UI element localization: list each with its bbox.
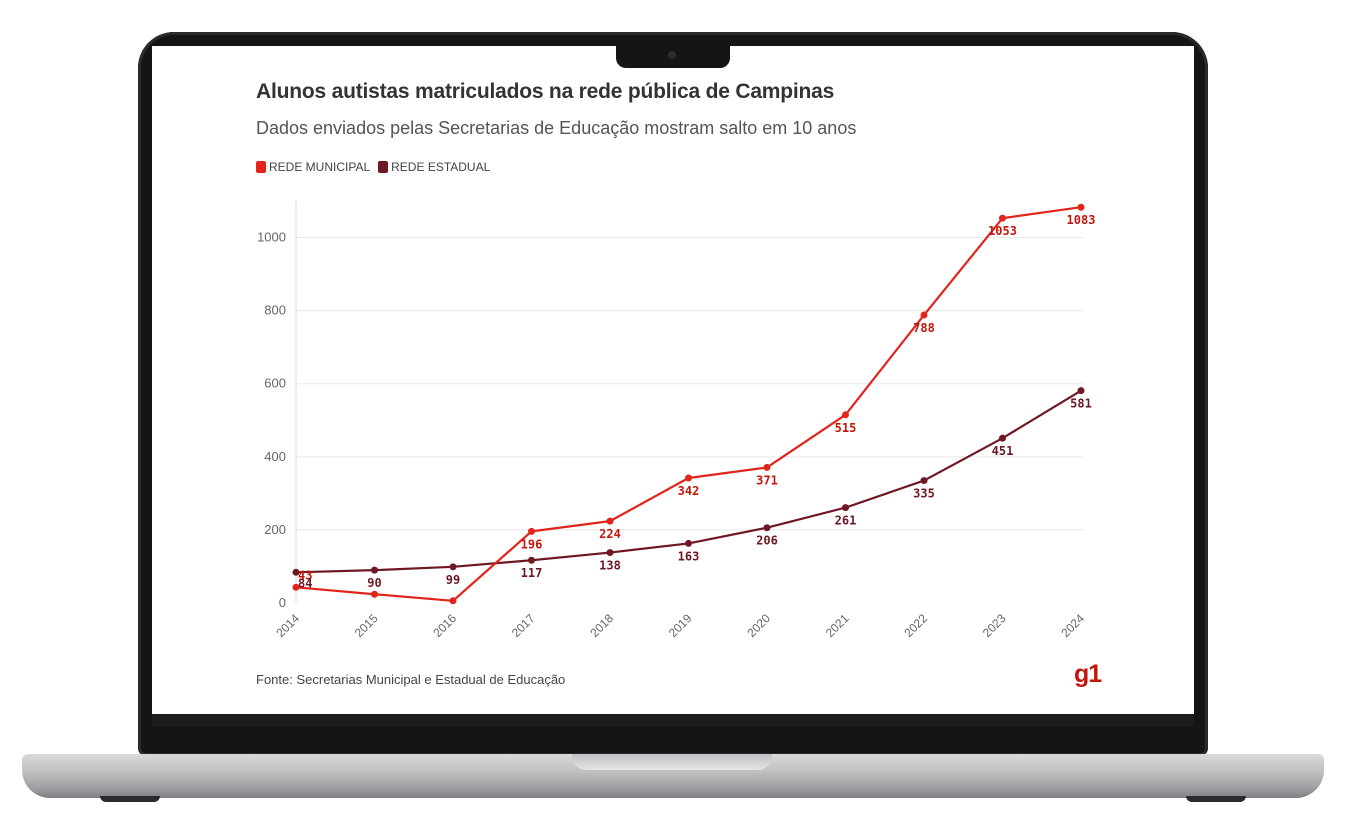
data-point-estadual	[920, 477, 928, 485]
y-tick-label: 0	[279, 595, 286, 610]
y-tick-label: 400	[264, 449, 286, 464]
data-label-estadual: 335	[913, 487, 935, 501]
chart-title: Alunos autistas matriculados na rede púb…	[256, 80, 835, 103]
data-label-estadual: 206	[756, 534, 778, 548]
g1-logo: g1	[1074, 660, 1102, 688]
legend-swatch-municipal	[256, 161, 266, 173]
data-point-municipal	[371, 590, 378, 598]
data-label-municipal: 1083	[1067, 213, 1096, 227]
data-label-municipal: 515	[835, 421, 857, 435]
x-tick-label: 2017	[509, 611, 538, 640]
data-point-municipal	[842, 411, 849, 419]
data-label-estadual: 99	[446, 573, 460, 587]
data-point-estadual	[842, 504, 849, 512]
x-tick-label: 2023	[980, 611, 1009, 640]
x-tick-label: 2022	[901, 611, 930, 640]
y-tick-label: 1000	[257, 230, 286, 245]
data-label-estadual: 581	[1070, 397, 1092, 411]
legend-item-estadual: REDE ESTADUAL	[378, 160, 490, 174]
data-point-estadual	[449, 563, 457, 571]
x-tick-label: 2020	[744, 611, 773, 640]
legend-label-estadual: REDE ESTADUAL	[391, 160, 491, 174]
chart-source: Fonte: Secretarias Municipal e Estadual …	[256, 672, 566, 687]
x-tick-label: 2021	[823, 611, 852, 640]
data-label-estadual: 90	[367, 576, 381, 590]
x-tick-label: 2019	[666, 611, 695, 640]
data-point-municipal	[292, 583, 300, 591]
y-tick-label: 800	[264, 303, 286, 318]
x-tick-label: 2016	[430, 611, 459, 640]
screen-bottom-bezel	[152, 714, 1194, 726]
data-label-municipal: 1053	[988, 224, 1017, 238]
laptop-foot-right	[1186, 796, 1246, 802]
laptop-foot-left	[100, 796, 160, 802]
chart-legend: REDE MUNICIPAL REDE ESTADUAL	[256, 160, 490, 174]
chart-subtitle: Dados enviados pelas Secretarias de Educ…	[256, 118, 857, 138]
data-point-municipal	[763, 463, 771, 471]
legend-swatch-estadual	[378, 161, 389, 173]
data-point-municipal	[528, 527, 535, 535]
data-label-estadual: 451	[992, 444, 1014, 458]
data-label-municipal: 224	[599, 527, 621, 541]
data-point-municipal	[999, 214, 1006, 222]
data-point-estadual	[763, 524, 771, 532]
data-point-municipal	[920, 311, 928, 319]
data-point-estadual	[685, 539, 692, 547]
data-label-municipal: 788	[913, 321, 935, 335]
y-tick-label: 200	[264, 522, 286, 537]
x-tick-label: 2024	[1058, 611, 1087, 640]
x-tick-label: 2018	[587, 611, 616, 640]
legend-item-municipal: REDE MUNICIPAL	[256, 160, 370, 174]
data-point-municipal	[606, 517, 614, 525]
data-point-municipal	[449, 597, 457, 605]
data-label-estadual: 261	[835, 514, 857, 528]
x-tick-label: 2014	[273, 611, 302, 640]
data-point-estadual	[606, 549, 614, 557]
data-label-municipal: 43	[298, 568, 312, 582]
data-label-estadual: 117	[521, 566, 543, 580]
data-label-estadual: 84	[298, 576, 312, 590]
data-point-estadual	[292, 568, 300, 576]
legend-label-municipal: REDE MUNICIPAL	[269, 160, 371, 174]
data-point-estadual	[528, 556, 535, 564]
data-point-estadual	[1077, 387, 1085, 395]
camera-notch	[616, 44, 730, 68]
x-tick-label: 2015	[352, 611, 381, 640]
camera-icon	[668, 51, 676, 59]
data-label-municipal: 196	[521, 537, 543, 551]
data-label-estadual: 163	[678, 549, 700, 563]
data-point-estadual	[371, 566, 378, 574]
data-point-municipal	[685, 474, 692, 482]
data-label-municipal: 371	[756, 473, 778, 487]
y-tick-label: 600	[264, 376, 286, 391]
line-chart: 0 200 400 600 800 1000 2014 2015 2016 2017 2018 201…	[257, 201, 1096, 640]
data-label-estadual: 138	[599, 559, 621, 573]
data-point-estadual	[999, 434, 1006, 442]
laptop-screen: Alunos autistas matriculados na rede púb…	[152, 46, 1194, 714]
data-point-municipal	[1077, 203, 1085, 211]
laptop-opening-lip	[572, 754, 772, 770]
data-label-municipal: 342	[678, 484, 700, 498]
